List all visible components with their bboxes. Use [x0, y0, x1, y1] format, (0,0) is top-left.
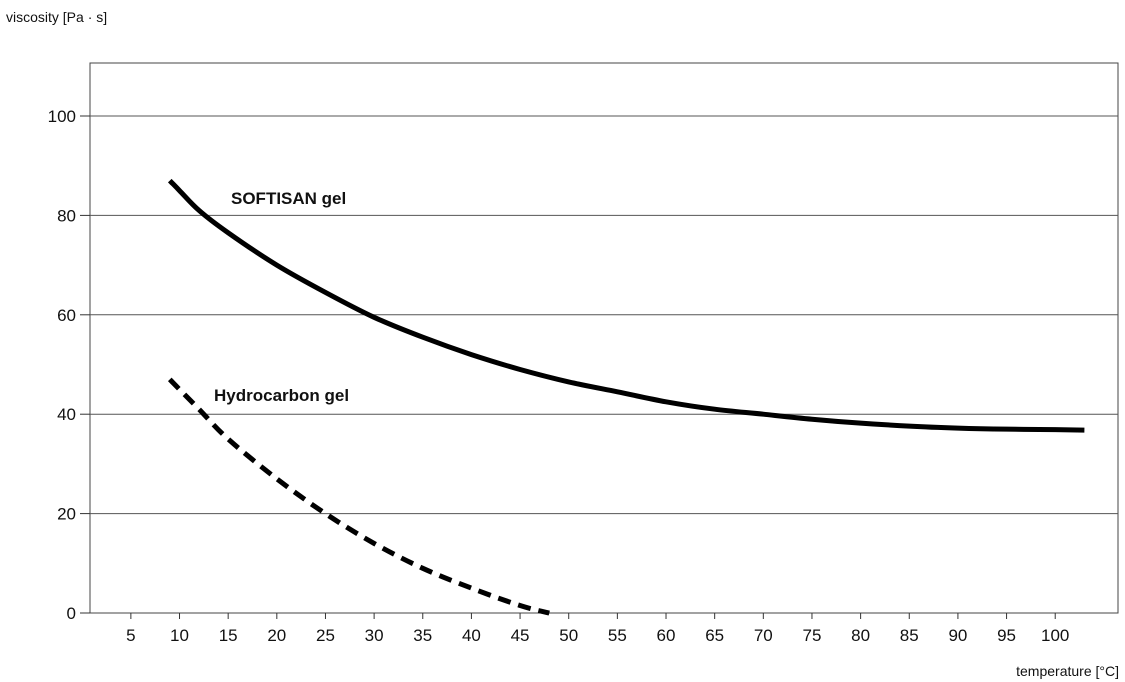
- y-tick-label-20: 20: [57, 505, 76, 524]
- y-tick-label-80: 80: [57, 206, 76, 225]
- x-tick-label-15: 15: [219, 626, 238, 645]
- grid-lines: [90, 115, 1118, 515]
- y-tick-label-40: 40: [57, 405, 76, 424]
- y-tick-label-100: 100: [48, 107, 76, 126]
- x-tick-label-50: 50: [559, 626, 578, 645]
- series-label-hydrocarbon-gel: Hydrocarbon gel: [214, 386, 349, 405]
- series-layer: [167, 178, 1085, 616]
- y-tick-label-0: 0: [67, 604, 76, 623]
- x-tick-label-25: 25: [316, 626, 335, 645]
- x-axis-ticks: 5 10 15 20 25 30 35 40 45 50 55 60 65 70 75 80 85 90 95 100: [126, 613, 1069, 645]
- x-tick-label-95: 95: [997, 626, 1016, 645]
- y-tick-label-60: 60: [57, 306, 76, 325]
- series-line-hydrocarbon-gel: [167, 377, 550, 616]
- series-line-softisan-gel: [167, 178, 1085, 433]
- y-axis-title: viscosity [Pa · s]: [6, 9, 107, 25]
- x-tick-label-40: 40: [462, 626, 481, 645]
- x-tick-label-85: 85: [900, 626, 919, 645]
- x-tick-label-55: 55: [608, 626, 627, 645]
- x-tick-label-35: 35: [413, 626, 432, 645]
- x-axis-title: temperature [°C]: [1016, 663, 1119, 679]
- x-tick-label-100: 100: [1041, 626, 1069, 645]
- x-tick-label-65: 65: [705, 626, 724, 645]
- x-tick-label-30: 30: [365, 626, 384, 645]
- x-tick-label-90: 90: [948, 626, 967, 645]
- x-tick-label-80: 80: [851, 626, 870, 645]
- series-label-softisan-gel: SOFTISAN gel: [231, 189, 346, 208]
- y-axis-ticks: 0 20 40 60 80 100: [48, 107, 90, 623]
- plot-frame: [89, 62, 1119, 614]
- x-tick-label-70: 70: [754, 626, 773, 645]
- x-tick-label-45: 45: [511, 626, 530, 645]
- x-tick-label-60: 60: [657, 626, 676, 645]
- x-tick-label-20: 20: [267, 626, 286, 645]
- x-tick-label-5: 5: [126, 626, 135, 645]
- x-tick-label-75: 75: [803, 626, 822, 645]
- x-tick-label-10: 10: [170, 626, 189, 645]
